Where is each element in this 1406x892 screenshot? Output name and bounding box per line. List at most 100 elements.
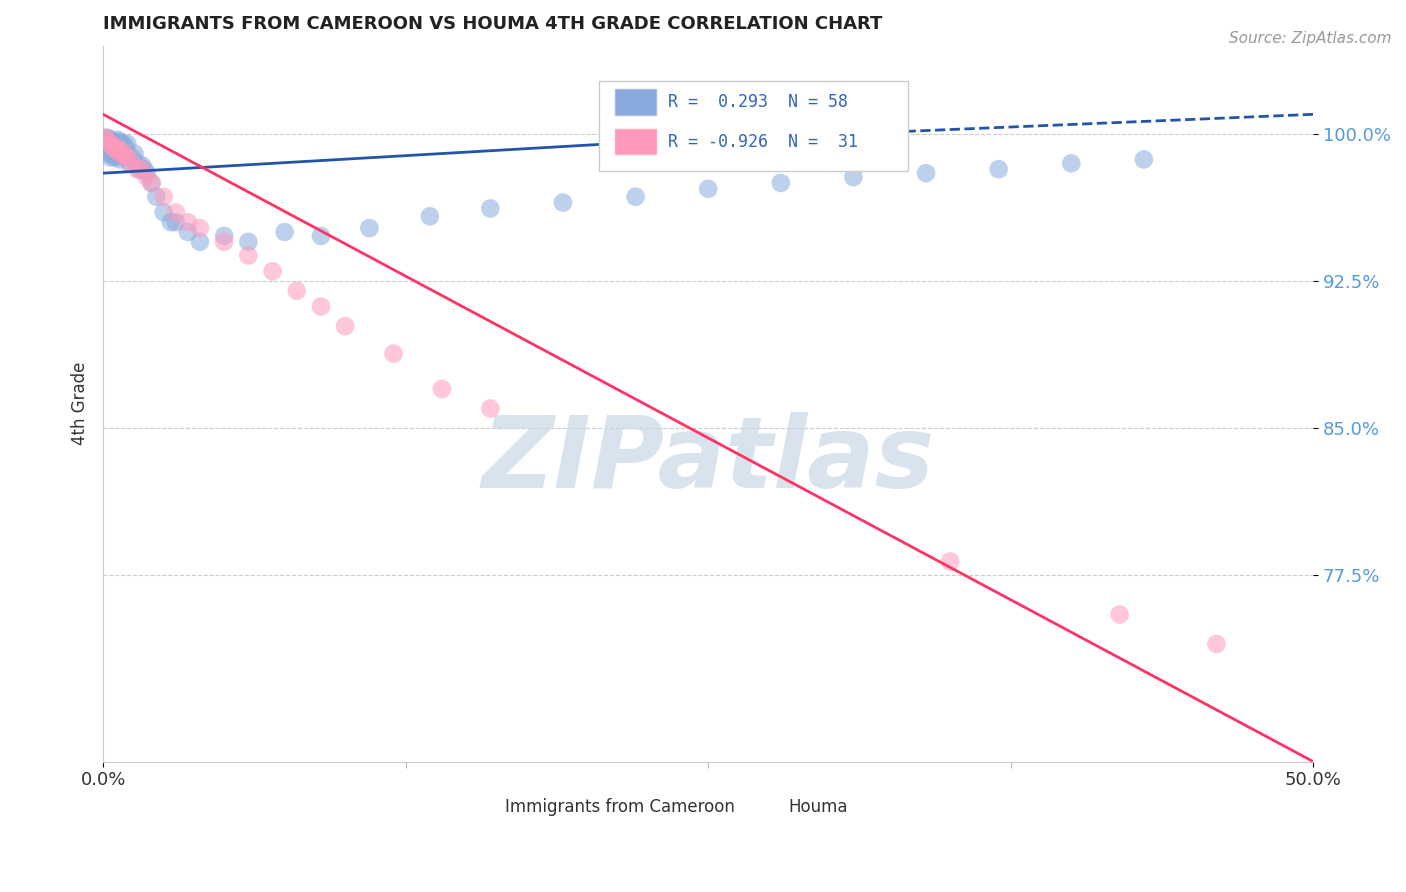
Text: ZIPatlas: ZIPatlas — [482, 412, 935, 509]
Point — [141, 176, 163, 190]
FancyBboxPatch shape — [614, 89, 657, 115]
Text: Immigrants from Cameroon: Immigrants from Cameroon — [505, 798, 735, 816]
Point — [108, 146, 131, 161]
FancyBboxPatch shape — [458, 796, 496, 819]
Point — [101, 141, 124, 155]
Point — [118, 156, 141, 170]
FancyBboxPatch shape — [742, 796, 780, 819]
Point — [111, 145, 134, 159]
Text: Houma: Houma — [789, 798, 848, 816]
Point — [238, 248, 260, 262]
Point — [152, 205, 174, 219]
Point — [1060, 156, 1083, 170]
FancyBboxPatch shape — [614, 128, 657, 154]
Point — [309, 228, 332, 243]
Point — [97, 141, 120, 155]
Point — [100, 136, 122, 151]
Point — [135, 166, 157, 180]
Point — [128, 162, 150, 177]
Point — [359, 221, 381, 235]
Point — [697, 182, 720, 196]
Point — [134, 162, 156, 177]
Point — [111, 145, 134, 159]
Text: R = -0.926  N =  31: R = -0.926 N = 31 — [668, 133, 858, 151]
Point — [101, 148, 124, 162]
Point — [165, 215, 187, 229]
Point — [915, 166, 938, 180]
Point — [94, 131, 117, 145]
Point — [769, 176, 792, 190]
Point — [333, 319, 356, 334]
Point — [212, 228, 235, 243]
Text: IMMIGRANTS FROM CAMEROON VS HOUMA 4TH GRADE CORRELATION CHART: IMMIGRANTS FROM CAMEROON VS HOUMA 4TH GR… — [103, 15, 883, 33]
Point — [100, 143, 122, 157]
Point — [107, 141, 129, 155]
Point — [165, 205, 187, 219]
Point — [97, 135, 120, 149]
Point — [238, 235, 260, 249]
Point — [430, 382, 453, 396]
Point — [108, 135, 131, 149]
Point — [1108, 607, 1130, 622]
Point — [108, 143, 131, 157]
Point — [121, 156, 143, 170]
Point — [97, 131, 120, 145]
Point — [212, 235, 235, 249]
Point — [104, 135, 127, 149]
Point — [145, 190, 167, 204]
Point — [285, 284, 308, 298]
Point — [141, 176, 163, 190]
Point — [177, 225, 200, 239]
Point — [107, 146, 129, 161]
Text: R =  0.293  N = 58: R = 0.293 N = 58 — [668, 94, 848, 112]
Point — [135, 170, 157, 185]
Point — [624, 190, 647, 204]
Point — [117, 151, 139, 165]
Point — [114, 148, 136, 162]
Point — [987, 162, 1010, 177]
Point — [104, 141, 127, 155]
Point — [131, 158, 153, 172]
Point — [104, 143, 127, 157]
Point — [101, 135, 124, 149]
Point — [94, 131, 117, 145]
Point — [382, 346, 405, 360]
Point — [114, 151, 136, 165]
Point — [114, 138, 136, 153]
Point — [939, 555, 962, 569]
Point — [152, 190, 174, 204]
Point — [262, 264, 284, 278]
Point — [125, 162, 148, 177]
Point — [104, 151, 127, 165]
Point — [309, 300, 332, 314]
Text: Source: ZipAtlas.com: Source: ZipAtlas.com — [1229, 31, 1392, 46]
Point — [131, 162, 153, 177]
Point — [97, 146, 120, 161]
Point — [479, 202, 502, 216]
Point — [117, 146, 139, 161]
Point — [100, 138, 122, 153]
Point — [479, 401, 502, 416]
Point — [419, 210, 441, 224]
Point — [273, 225, 295, 239]
Point — [177, 215, 200, 229]
Y-axis label: 4th Grade: 4th Grade — [72, 362, 89, 445]
Point — [121, 151, 143, 165]
Point — [111, 136, 134, 151]
Point — [107, 138, 129, 153]
Point — [188, 221, 211, 235]
Point — [188, 235, 211, 249]
FancyBboxPatch shape — [599, 81, 908, 171]
Point — [108, 153, 131, 167]
Point — [124, 146, 146, 161]
Point — [94, 136, 117, 151]
Point — [842, 170, 865, 185]
Point — [160, 215, 183, 229]
Point — [1133, 153, 1156, 167]
Point — [100, 151, 122, 165]
Point — [125, 156, 148, 170]
Point — [107, 133, 129, 147]
Point — [1205, 637, 1227, 651]
Point — [100, 133, 122, 147]
Point — [551, 195, 574, 210]
